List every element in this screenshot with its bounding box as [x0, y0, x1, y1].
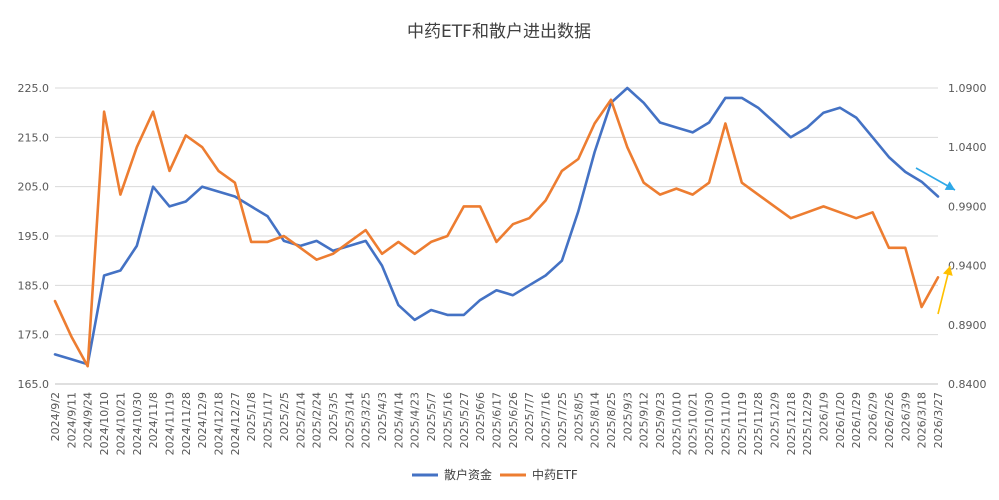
legend-label: 散户资金: [444, 467, 492, 482]
legend-label: 中药ETF: [532, 467, 578, 482]
right-tick-label: 1.0400: [948, 141, 987, 154]
x-tick-label: 2025/4/14: [392, 392, 405, 448]
x-tick-label: 2025/5/16: [441, 392, 454, 448]
left-tick-label: 165.0: [18, 378, 50, 391]
left-tick-label: 195.0: [18, 230, 50, 243]
x-tick-label: 2026/3/9: [899, 392, 912, 441]
x-tick-label: 2026/3/18: [916, 392, 929, 448]
x-tick-label: 2025/12/18: [785, 392, 798, 455]
x-tick-label: 2025/6/6: [474, 392, 487, 441]
series-layer: [53, 86, 940, 368]
left-tick-label: 175.0: [18, 329, 50, 342]
x-tick-label: 2025/9/3: [621, 392, 634, 441]
x-tick-label: 2025/5/7: [425, 392, 438, 441]
x-tick-label: 2025/2/5: [278, 392, 291, 441]
x-tick-label: 2026/1/20: [834, 392, 847, 448]
x-tick-label: 2025/8/14: [589, 392, 602, 448]
x-tick-label: 2024/9/24: [82, 392, 95, 448]
x-tick-label: 2026/1/29: [850, 392, 863, 448]
annotation-arrows: [915, 167, 956, 315]
x-tick-label: 2025/11/19: [736, 392, 749, 455]
x-tick-label: 2025/6/26: [507, 392, 520, 448]
annotation-arrow-head: [944, 181, 955, 190]
right-tick-label: 0.9900: [948, 200, 987, 213]
left-tick-label: 185.0: [18, 279, 50, 292]
x-tick-label: 2025/11/28: [752, 392, 765, 455]
x-tick-label: 2025/7/7: [523, 392, 536, 441]
x-tick-label: 2026/2/9: [867, 392, 880, 441]
x-tick-label: 2024/10/30: [131, 392, 144, 455]
x-tick-label: 2024/9/11: [65, 392, 78, 448]
x-tick-label: 2024/11/8: [147, 392, 160, 448]
x-tick-label: 2025/9/23: [654, 392, 667, 448]
right-y-axis: 0.8400 0.8900 0.9400 0.9900 1.0400 1.0900: [948, 82, 987, 391]
x-tick-label: 2025/1/17: [262, 392, 275, 448]
x-tick-label: 2025/3/25: [360, 392, 373, 448]
x-tick-label: 2026/1/9: [818, 392, 831, 441]
x-tick-label: 2025/4/3: [376, 392, 389, 441]
gridlines: [55, 87, 938, 385]
x-tick-label: 2025/7/25: [556, 392, 569, 448]
x-tick-label: 2025/10/21: [687, 392, 700, 455]
right-tick-label: 1.0900: [948, 82, 987, 95]
right-tick-label: 0.9400: [948, 260, 987, 273]
x-tick-label: 2024/12/27: [229, 392, 242, 455]
right-tick-label: 0.8900: [948, 319, 987, 332]
x-tick-label: 2024/11/28: [180, 392, 193, 455]
x-tick-label: 2025/12/29: [801, 392, 814, 455]
series-line: [53, 86, 940, 366]
series-line: [53, 98, 940, 368]
x-tick-label: 2025/12/9: [768, 392, 781, 448]
x-tick-label: 2025/5/27: [458, 392, 471, 448]
x-tick-label: 2024/11/19: [163, 392, 176, 455]
x-tick-label: 2024/9/2: [49, 392, 62, 441]
x-tick-label: 2026/3/27: [932, 392, 945, 448]
x-tick-label: 2025/10/10: [670, 392, 683, 455]
x-tick-label: 2025/8/5: [572, 392, 585, 441]
left-y-axis: 165.0 175.0 185.0 195.0 205.0 215.0 225.0: [18, 82, 50, 391]
annotation-arrow-head: [943, 266, 953, 276]
x-tick-label: 2025/6/17: [491, 392, 504, 448]
left-tick-label: 205.0: [18, 181, 50, 194]
x-tick-label: 2024/10/21: [114, 392, 127, 455]
x-tick-label: 2025/2/14: [294, 392, 307, 448]
x-tick-label: 2025/10/30: [703, 392, 716, 455]
x-tick-label: 2025/3/14: [343, 392, 356, 448]
x-tick-label: 2024/12/18: [213, 392, 226, 455]
x-tick-label: 2025/1/8: [245, 392, 258, 441]
x-tick-label: 2025/4/23: [409, 392, 422, 448]
x-tick-label: 2026/2/26: [883, 392, 896, 448]
x-tick-label: 2024/10/10: [98, 392, 111, 455]
x-tick-label: 2024/12/9: [196, 392, 209, 448]
legend[interactable]: 散户资金 中药ETF: [412, 467, 578, 482]
x-tick-label: 2025/11/10: [719, 392, 732, 455]
right-tick-label: 0.8400: [948, 378, 987, 391]
left-tick-label: 225.0: [18, 82, 50, 95]
x-tick-label: 2025/8/25: [605, 392, 618, 448]
x-axis: 2024/9/2 2024/9/11 2024/9/24 2024/10/10 2024…: [49, 383, 945, 455]
x-tick-label: 2025/2/24: [311, 392, 324, 448]
x-tick-label: 2025/9/12: [638, 392, 651, 448]
x-tick-label: 2025/3/5: [327, 392, 340, 441]
x-tick-label: 2025/7/16: [540, 392, 553, 448]
left-tick-label: 215.0: [18, 131, 50, 144]
chart-title: 中药ETF和散户进出数据: [407, 22, 591, 42]
